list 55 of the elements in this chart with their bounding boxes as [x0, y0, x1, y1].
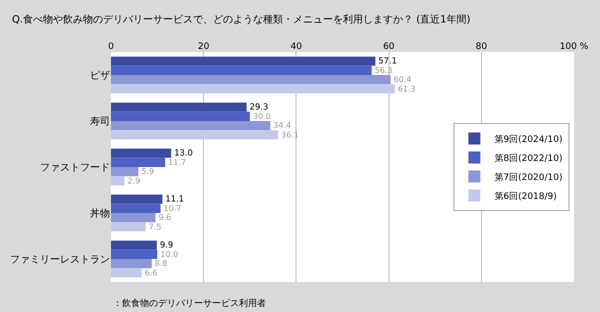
data-label: 5.9 — [141, 167, 154, 176]
x-tick-label: 0 — [108, 42, 114, 52]
bar — [111, 250, 158, 259]
legend-label: 第9回(2024/10) — [494, 134, 563, 146]
x-tick-label: 40 — [290, 42, 302, 52]
bar — [111, 148, 172, 158]
data-label: 9.6 — [158, 213, 172, 222]
data-label: 11.1 — [165, 193, 184, 204]
legend-label: 第7回(2020/10) — [494, 172, 563, 184]
bar — [111, 176, 124, 186]
bar — [111, 222, 146, 232]
x-tick-label: 60 — [383, 42, 395, 52]
bar — [111, 66, 372, 75]
data-label: 9.9 — [160, 239, 174, 250]
legend-label: 第8回(2022/10) — [494, 153, 563, 164]
legend-label: 第6回(2018/9) — [494, 191, 557, 202]
x-tick-label: 20 — [198, 42, 210, 52]
data-label: 34.4 — [273, 121, 292, 130]
data-label: 7.5 — [148, 222, 162, 232]
bar — [111, 268, 142, 278]
bar — [111, 121, 270, 130]
bar — [111, 158, 166, 167]
data-label: 13.0 — [174, 147, 193, 158]
data-label: 61.3 — [398, 84, 416, 94]
data-label: 30.0 — [252, 112, 271, 121]
data-label: 8.8 — [154, 259, 168, 268]
data-label: 10.0 — [160, 250, 178, 259]
data-label: 29.3 — [250, 101, 268, 112]
data-label: 57.1 — [378, 55, 397, 66]
bar — [111, 75, 391, 84]
data-label: 11.7 — [168, 158, 186, 167]
bar — [111, 259, 152, 268]
data-label: 6.6 — [144, 268, 158, 278]
x-tick-label: 80 — [476, 42, 488, 52]
data-label: 10.7 — [164, 204, 182, 213]
bar — [111, 240, 157, 250]
bar — [111, 56, 376, 66]
y-tick-label: ファミリーレストラン — [10, 254, 110, 266]
bar — [111, 84, 395, 94]
chart-title: Q.食べ物や飲み物のデリバリーサービスで、どのような種類・メニューを利用しますか？ (直近1年間) — [12, 14, 470, 26]
y-tick-label: 丼物 — [90, 208, 110, 220]
x-tick-label: 100 % — [560, 42, 589, 52]
y-tick-label: 寿司 — [90, 116, 110, 128]
bar — [111, 102, 247, 112]
text: ：飲食物のデリバリーサービス利用者 — [113, 298, 266, 309]
bar — [111, 112, 250, 121]
bar — [111, 167, 138, 176]
data-label: 2.9 — [127, 176, 140, 186]
y-tick-label: ファストフード — [40, 162, 110, 174]
data-label: 60.4 — [394, 75, 412, 84]
bar — [111, 213, 156, 222]
y-tick-label: ピザ — [90, 70, 110, 82]
bar — [111, 194, 162, 204]
bar — [111, 204, 161, 213]
bar — [111, 130, 278, 140]
